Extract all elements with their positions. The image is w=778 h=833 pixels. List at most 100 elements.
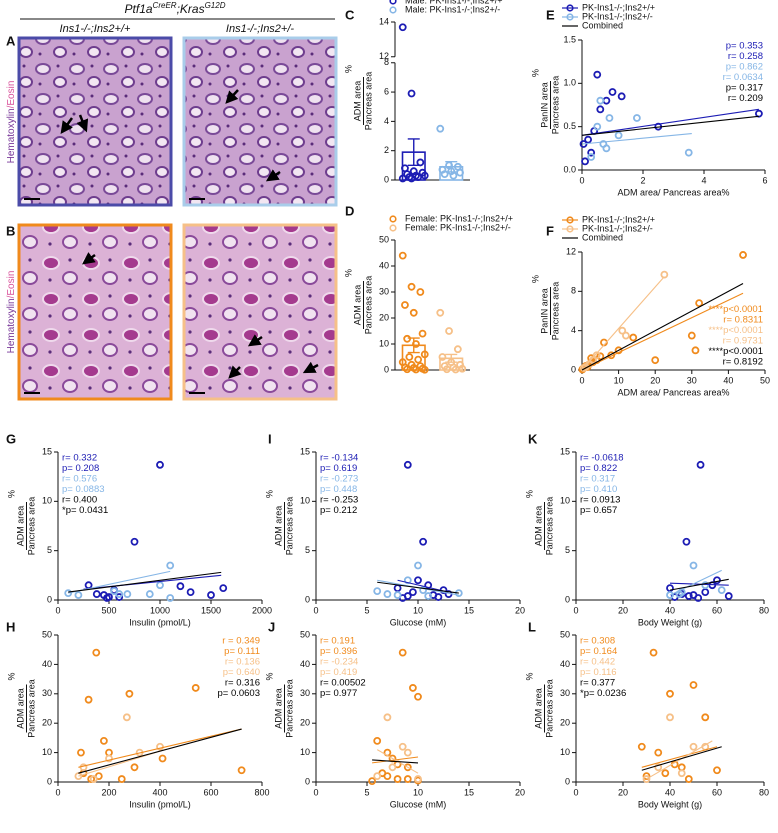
stat-label: r= 0.258: [728, 51, 763, 62]
data-point: [156, 581, 164, 590]
data-point: [442, 365, 451, 374]
data-point: [755, 109, 763, 118]
y-tick-label: 0: [384, 364, 389, 374]
regression-line: [581, 292, 744, 371]
stain-part: /Eosin: [6, 81, 17, 109]
y-tick-label: 0: [384, 174, 389, 184]
data-point: [440, 170, 449, 179]
legend-marker: [566, 225, 574, 233]
y-tick-label: 0.5: [563, 121, 576, 131]
x-axis-label: Body Weight (g): [638, 799, 702, 809]
data-point: [122, 713, 131, 722]
data-point: [84, 581, 93, 590]
regression-line: [78, 728, 242, 768]
y-tick-label: 50: [379, 234, 389, 244]
data-point: [409, 308, 418, 317]
panel-letter: K: [528, 431, 538, 446]
data-point: [412, 365, 420, 374]
data-point: [89, 775, 98, 783]
data-point: [666, 584, 674, 593]
data-point: [592, 351, 601, 360]
stat-label: p= 0.410: [580, 484, 617, 495]
data-point: [633, 114, 641, 122]
y-tick-label: 50: [560, 629, 570, 639]
stat-label: ****p<0.0001: [708, 304, 763, 315]
stat-label: r= 0.0634: [723, 72, 763, 83]
y-axis-label: Pancreas area: [284, 679, 294, 738]
title-part: ;Kras: [177, 2, 205, 16]
legend-label: Male: PK-Ins1-/-;Ins2+/-: [405, 4, 500, 14]
x-tick-label: 0: [579, 375, 584, 385]
data-point: [156, 460, 164, 469]
data-point: [451, 365, 460, 374]
data-point: [393, 584, 402, 593]
x-tick-label: 20: [650, 375, 660, 385]
y-tick-label: 30: [42, 688, 52, 698]
y-axis-label: ADM area: [352, 81, 362, 122]
stat-label: *p= 0.0431: [62, 505, 108, 516]
stat-label: r= 0.8311: [723, 315, 763, 326]
panel-letter: L: [528, 619, 536, 634]
regression-line: [68, 571, 222, 593]
data-point: [689, 681, 698, 689]
data-point: [414, 561, 422, 570]
data-point: [92, 590, 101, 598]
stat-label: r= -0.234: [320, 657, 358, 668]
data-point: [701, 713, 710, 722]
data-point: [739, 251, 747, 259]
stat-label: p= 0.208: [62, 463, 99, 474]
histology-image: [17, 223, 173, 401]
data-point: [666, 689, 674, 698]
data-point: [77, 748, 85, 757]
stat-label: p= 0.164: [580, 646, 617, 657]
x-tick-label: 400: [152, 787, 167, 797]
stain-part: /Eosin: [6, 271, 17, 299]
y-axis-label: ADM area: [273, 506, 283, 547]
data-point: [403, 334, 412, 343]
data-point: [661, 769, 670, 778]
y-axis-label: %: [264, 490, 274, 498]
stat-label: r= 0.8192: [723, 357, 763, 368]
y-tick-label: 4: [384, 116, 389, 126]
stat-label: r= 0.308: [580, 636, 615, 647]
y-tick-label: 6: [384, 86, 389, 96]
regression-line: [669, 578, 729, 591]
data-point: [74, 591, 83, 599]
data-point: [587, 148, 596, 157]
x-tick-label: 0: [573, 787, 578, 797]
y-tick-label: 20: [379, 312, 389, 322]
y-tick-label: 5: [305, 545, 310, 555]
data-point: [684, 592, 693, 600]
data-point: [436, 124, 445, 133]
histology-image: [182, 223, 338, 401]
data-point: [373, 772, 382, 781]
data-point: [602, 144, 611, 153]
regression-line: [646, 740, 713, 780]
x-tick-label: 10: [413, 787, 423, 797]
y-axis-label: %: [343, 65, 353, 73]
data-point: [125, 689, 134, 698]
legend-label: PK-Ins1-/-;Ins2+/-: [582, 223, 653, 233]
data-point: [666, 713, 674, 722]
histology-image: [182, 36, 338, 207]
x-tick-label: 2000: [252, 605, 272, 615]
x-tick-label: 600: [203, 787, 218, 797]
legend-marker: [566, 4, 574, 12]
x-tick-label: 60: [712, 605, 722, 615]
data-point: [581, 157, 589, 166]
data-point: [383, 772, 392, 781]
data-point: [696, 460, 705, 469]
data-point: [713, 576, 721, 585]
regression-line: [581, 115, 759, 136]
column-header: Ins1-/-;Ins2+/+: [60, 23, 132, 35]
stat-label: r= 0.316: [225, 678, 260, 689]
x-tick-label: 10: [614, 375, 624, 385]
regression-line: [641, 746, 718, 768]
y-axis-label: %: [530, 69, 540, 77]
stat-label: p= 0.657: [580, 505, 617, 516]
x-tick-label: 20: [618, 787, 628, 797]
y-tick-label: 40: [560, 659, 570, 669]
stat-label: r= -0.253: [320, 495, 358, 506]
y-tick-label: 12: [379, 51, 389, 61]
data-point: [388, 763, 397, 772]
